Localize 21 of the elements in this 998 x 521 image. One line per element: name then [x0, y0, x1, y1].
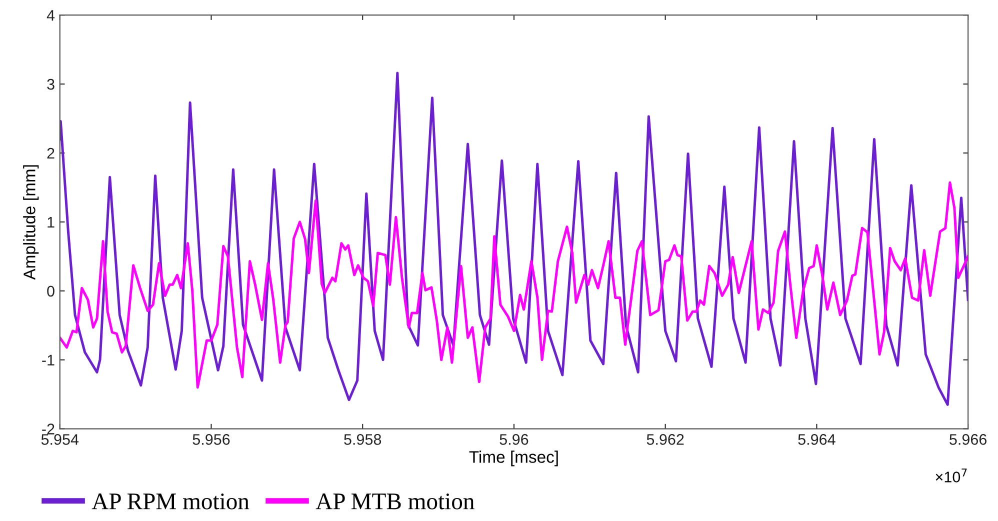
x-tick-label: 5.956 [192, 434, 230, 445]
y-axis-title: Amplitude [mm] [23, 165, 39, 280]
legend-label: AP MTB motion [316, 493, 474, 510]
legend-label: AP RPM motion [92, 493, 250, 510]
x-axis-title: Time [msec] [469, 450, 558, 466]
line-series [60, 72, 968, 406]
y-tick-label: -2 [42, 424, 54, 434]
y-tick-label: -1 [42, 354, 54, 366]
line-series [60, 181, 968, 389]
x-tick-label: 5.964 [798, 434, 836, 445]
y-tick-label: 4 [46, 10, 55, 21]
x-tick-label: 5.962 [646, 434, 684, 445]
text: ×10$^{7}$ [936, 468, 967, 482]
x-tick-label: 5.958 [344, 434, 382, 445]
x-tick-label: 5.966 [950, 434, 987, 445]
y-tick-label: 1 [48, 216, 54, 228]
y-tick-label: 3 [47, 78, 54, 90]
y-tick-label: 0 [47, 286, 54, 297]
x-tick-label: 5.96 [500, 434, 528, 445]
x-tick-label: 5.954 [41, 434, 79, 445]
y-tick-label: 2 [47, 148, 54, 159]
